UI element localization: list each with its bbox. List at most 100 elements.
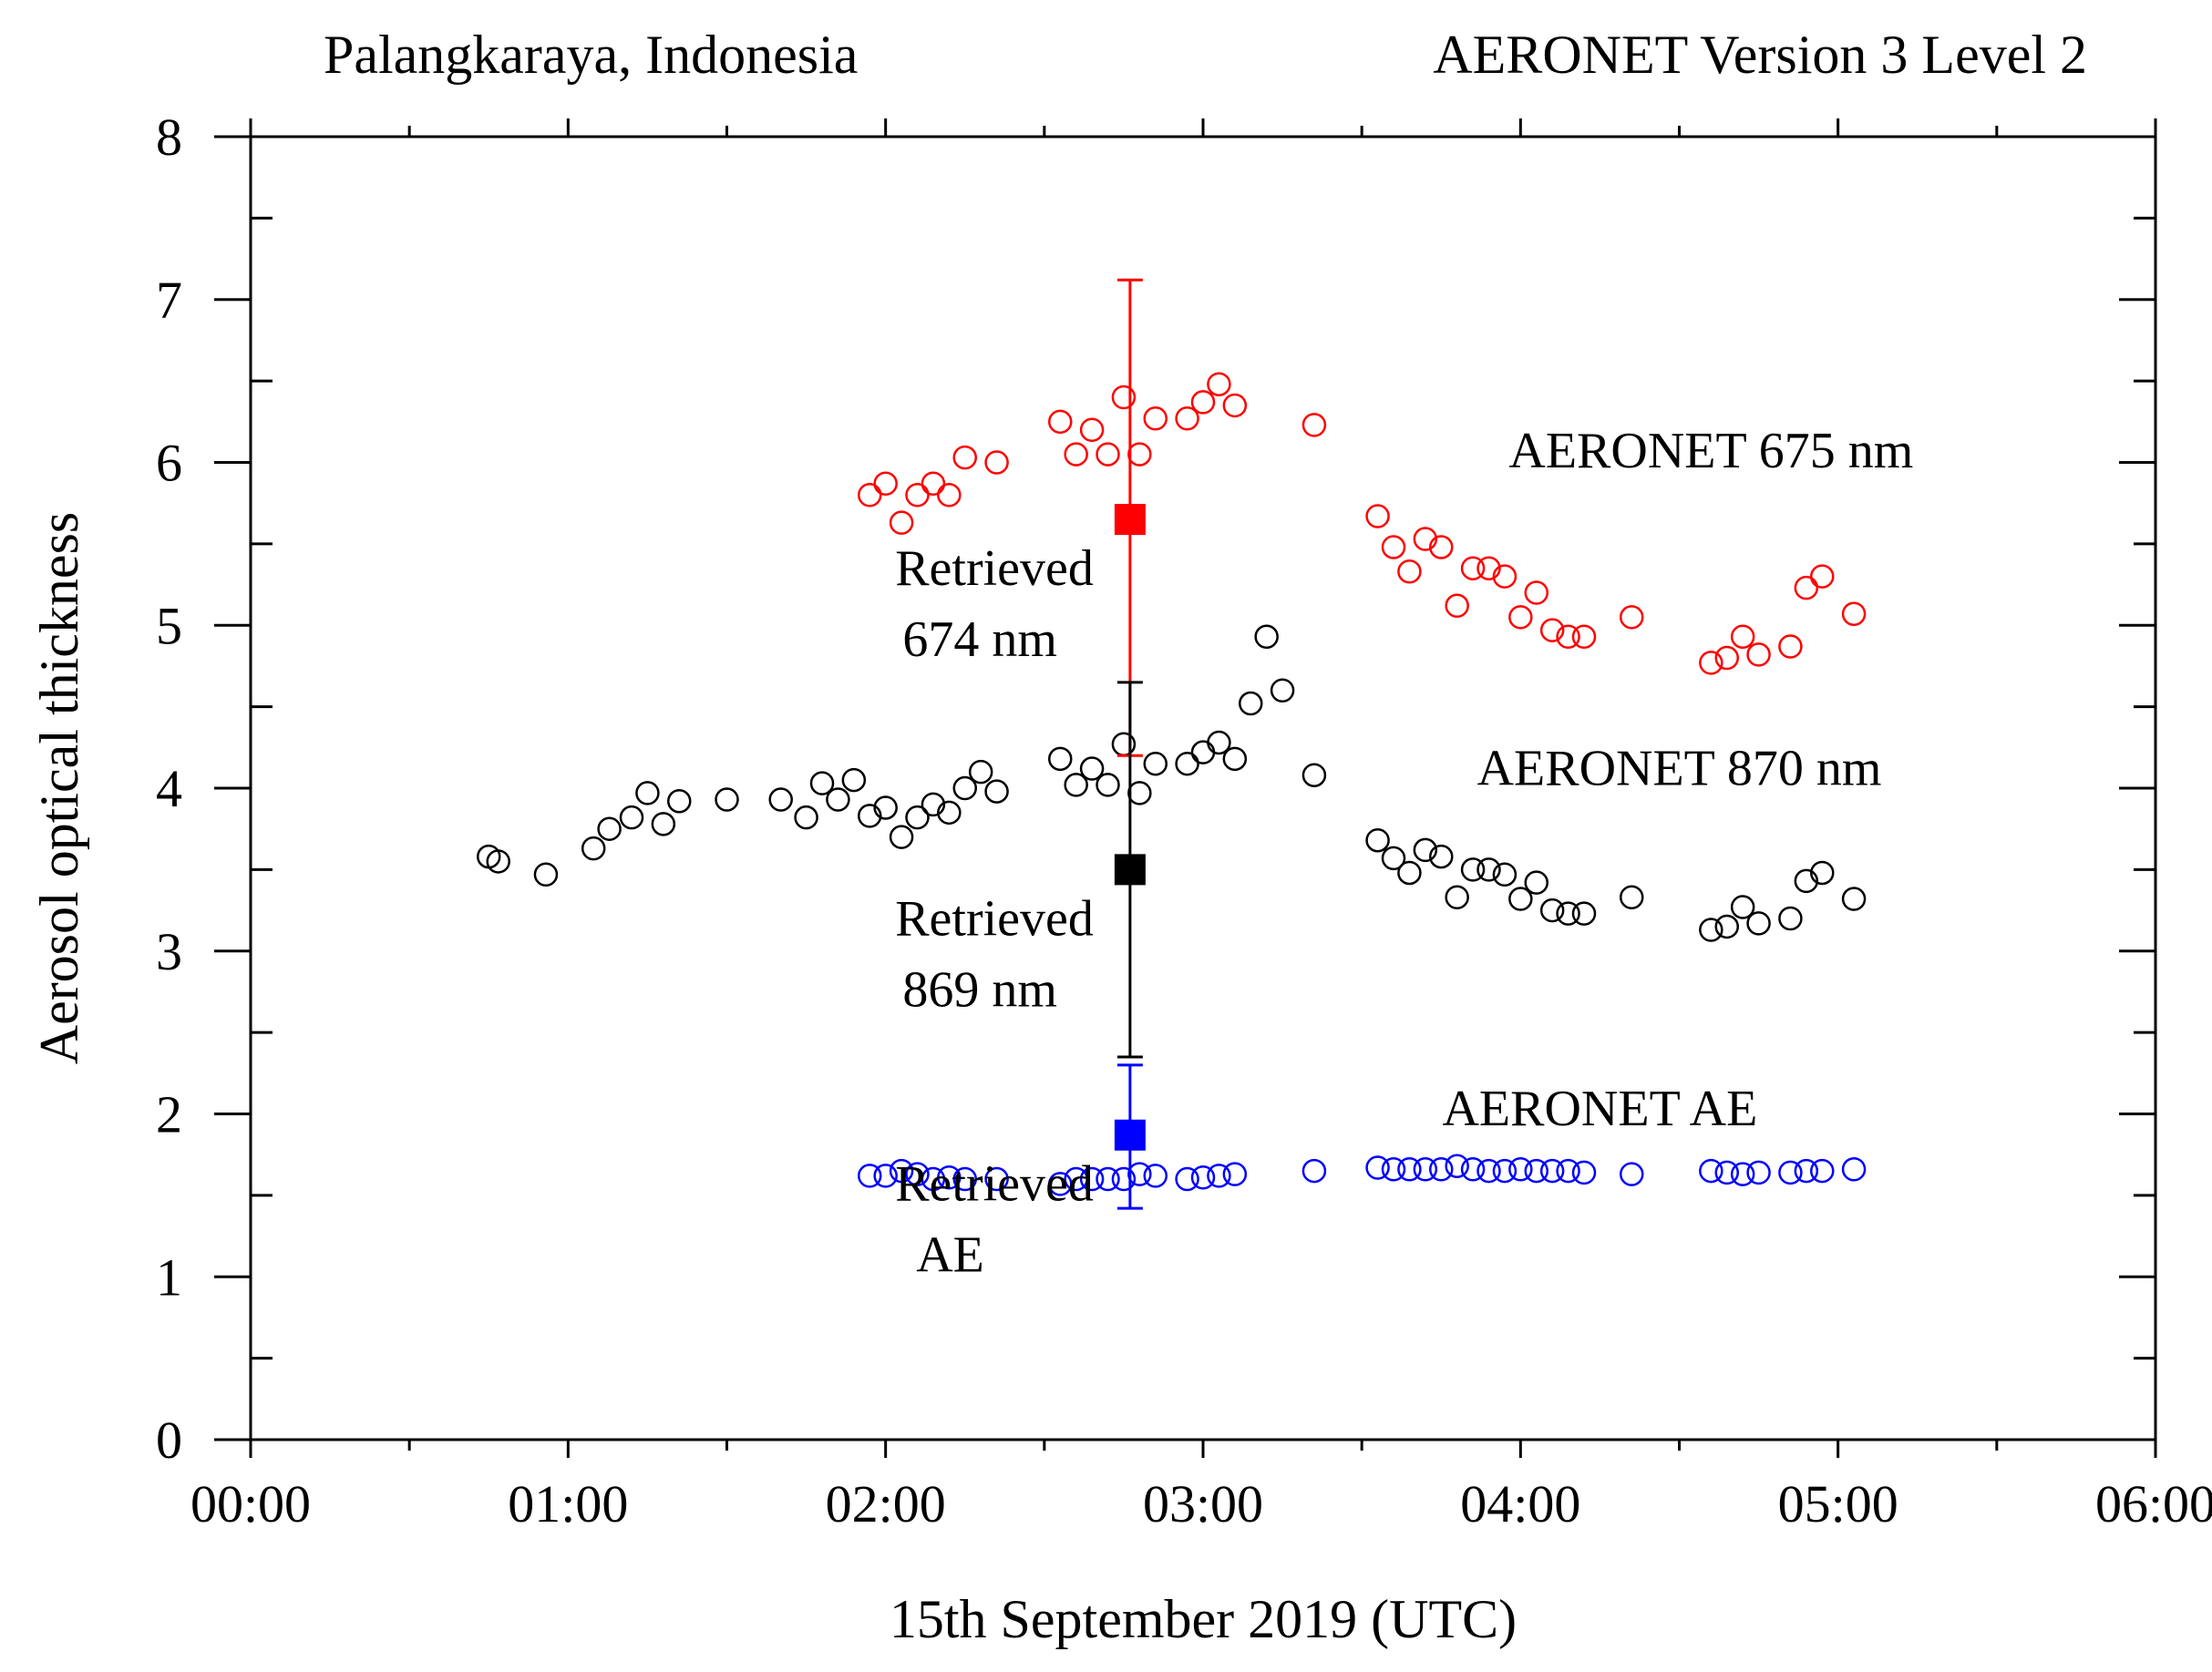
- series-layer: [477, 372, 1867, 1196]
- data-point: [619, 805, 644, 830]
- data-point: [1810, 564, 1835, 589]
- data-point: [1714, 1160, 1739, 1185]
- retrieved-layer: Retrieved 674 nm Retrieved 869 nm Retrieved A…: [895, 278, 1146, 1284]
- data-point: [1778, 906, 1803, 931]
- data-point: [1413, 527, 1438, 551]
- data-point: [1064, 1166, 1088, 1192]
- data-point: [1413, 1157, 1438, 1182]
- data-point: [581, 836, 606, 861]
- axis-ticks: [214, 118, 2157, 1458]
- data-point: [1111, 385, 1137, 410]
- data-point: [984, 779, 1009, 804]
- data-point: [1079, 417, 1105, 442]
- data-point: [667, 789, 692, 814]
- data-point: [1239, 691, 1263, 716]
- data-point: [1460, 857, 1486, 882]
- data-point: [1143, 1164, 1168, 1188]
- data-point: [1556, 1158, 1580, 1184]
- data-point: [1620, 1162, 1644, 1186]
- data-point: [1556, 901, 1580, 926]
- data-point: [533, 862, 559, 887]
- data-point: [1143, 405, 1168, 431]
- data-point: [1508, 1157, 1533, 1182]
- data-point: [984, 1166, 1009, 1192]
- y-tick-label: 3: [156, 922, 182, 981]
- data-point: [1301, 763, 1327, 787]
- data-point: [1190, 1164, 1216, 1190]
- data-point: [1620, 885, 1644, 910]
- retrieved-label-line: 674 nm: [902, 611, 1057, 668]
- data-point: [1699, 1158, 1723, 1184]
- data-point: [1381, 846, 1406, 871]
- data-point: [1445, 885, 1469, 910]
- data-point: [1730, 895, 1755, 919]
- data-point: [952, 1166, 977, 1192]
- data-point: [1810, 860, 1835, 886]
- data-point: [1190, 390, 1216, 415]
- data-point: [905, 483, 930, 508]
- data-point: [1175, 1166, 1199, 1192]
- data-point: [1571, 901, 1597, 926]
- data-point: [1794, 868, 1819, 894]
- data-point: [905, 805, 930, 830]
- data-point: [826, 787, 850, 812]
- data-point: [1746, 911, 1771, 936]
- data-point: [1778, 1160, 1803, 1185]
- series-aeronet-ae: [858, 1154, 1867, 1196]
- data-point: [1127, 1162, 1152, 1186]
- data-point: [1841, 887, 1867, 911]
- data-point: [984, 450, 1009, 475]
- data-point: [1175, 751, 1199, 776]
- y-tick-label: 8: [156, 108, 182, 167]
- series-aeronet-675-nm: [858, 372, 1867, 675]
- data-point: [1207, 1164, 1231, 1188]
- data-point: [1460, 1157, 1486, 1182]
- x-tick-label: 01:00: [508, 1474, 628, 1534]
- x-tick-label: 04:00: [1460, 1474, 1580, 1534]
- data-point: [1064, 442, 1088, 467]
- retrieved-label-line: AE: [916, 1227, 984, 1284]
- data-point: [968, 759, 993, 785]
- annotation-layer: AERONET 675 nm AERONET 870 nm AERONET AE: [1442, 423, 1913, 1137]
- x-tick-labels: 00:00 01:00 02:00 03:00 04:00 05:00 06:00: [190, 1474, 2212, 1534]
- data-point: [1096, 1166, 1120, 1192]
- data-point: [952, 775, 977, 801]
- data-point: [858, 804, 882, 828]
- data-point: [1096, 773, 1120, 797]
- series-annotation: AERONET 870 nm: [1477, 740, 1882, 796]
- data-point: [1794, 1158, 1819, 1184]
- data-point: [1508, 887, 1533, 911]
- retrieved-label-line: 869 nm: [902, 961, 1057, 1018]
- data-point: [1270, 678, 1295, 703]
- data-point: [1381, 1157, 1406, 1182]
- series-annotation: AERONET 675 nm: [1508, 423, 1913, 479]
- data-point: [1429, 535, 1454, 559]
- data-point: [1794, 575, 1819, 600]
- data-point: [1079, 1166, 1105, 1192]
- data-point: [1127, 781, 1152, 805]
- data-point: [794, 805, 818, 830]
- data-point: [1429, 844, 1454, 869]
- data-point: [1539, 898, 1565, 923]
- y-tick-label: 4: [156, 759, 182, 818]
- data-point: [1397, 559, 1422, 584]
- data-point: [1476, 1158, 1501, 1184]
- data-point: [1699, 918, 1723, 942]
- data-point: [1064, 773, 1088, 797]
- data-point: [1730, 1162, 1755, 1186]
- data-point: [1096, 442, 1120, 467]
- data-point: [921, 1166, 946, 1192]
- data-point: [1127, 442, 1152, 467]
- data-point: [1254, 624, 1279, 650]
- data-point: [1207, 372, 1231, 396]
- data-point: [1746, 642, 1771, 667]
- data-point: [889, 1158, 914, 1184]
- data-point: [873, 1164, 898, 1188]
- data-point: [873, 795, 898, 820]
- data-point: [937, 483, 962, 508]
- data-point: [1301, 413, 1327, 437]
- data-point: [635, 781, 660, 805]
- data-point: [1190, 740, 1216, 764]
- y-tick-label: 2: [156, 1085, 182, 1144]
